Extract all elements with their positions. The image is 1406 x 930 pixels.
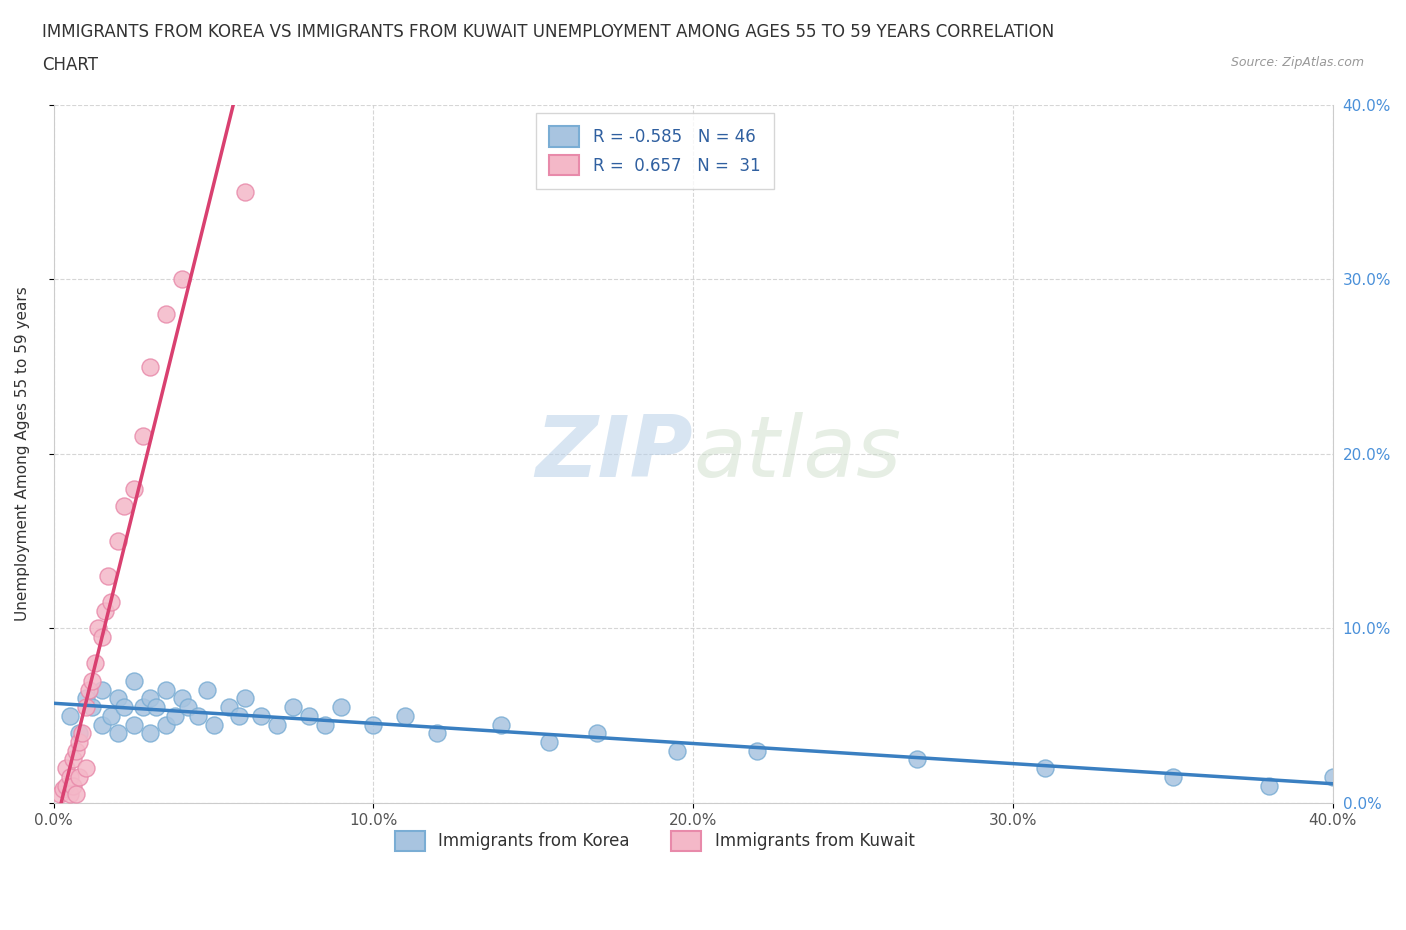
- Point: [97, 568, 120, 583]
- Text: CHART: CHART: [42, 56, 98, 73]
- Point: [59, 787, 82, 802]
- Text: ZIP: ZIP: [536, 412, 693, 496]
- Y-axis label: Unemployment Among Ages 55 to 59 years: Unemployment Among Ages 55 to 59 years: [15, 286, 30, 621]
- Point: [52, 782, 75, 797]
- Point: [67, 769, 90, 784]
- Point: [94, 604, 117, 618]
- Point: [55, 778, 77, 793]
- Point: [363, 717, 385, 732]
- Point: [538, 735, 561, 750]
- Point: [747, 743, 769, 758]
- Point: [100, 709, 122, 724]
- Point: [235, 691, 257, 706]
- Text: Source: ZipAtlas.com: Source: ZipAtlas.com: [1230, 56, 1364, 69]
- Point: [145, 699, 167, 714]
- Point: [155, 307, 177, 322]
- Point: [586, 725, 609, 740]
- Point: [138, 359, 160, 374]
- Point: [59, 709, 82, 724]
- Point: [195, 683, 218, 698]
- Point: [55, 761, 77, 776]
- Point: [62, 752, 84, 767]
- Point: [138, 725, 160, 740]
- Point: [122, 673, 145, 688]
- Point: [298, 709, 321, 724]
- Point: [132, 429, 155, 444]
- Point: [177, 699, 200, 714]
- Point: [62, 778, 84, 793]
- Point: [1322, 769, 1344, 784]
- Point: [666, 743, 689, 758]
- Text: IMMIGRANTS FROM KOREA VS IMMIGRANTS FROM KUWAIT UNEMPLOYMENT AMONG AGES 55 TO 59: IMMIGRANTS FROM KOREA VS IMMIGRANTS FROM…: [42, 23, 1054, 41]
- Point: [100, 595, 122, 610]
- Point: [107, 691, 129, 706]
- Point: [132, 699, 155, 714]
- Point: [65, 743, 87, 758]
- Point: [138, 691, 160, 706]
- Point: [330, 699, 353, 714]
- Point: [80, 673, 103, 688]
- Point: [90, 717, 112, 732]
- Point: [394, 709, 416, 724]
- Point: [218, 699, 240, 714]
- Point: [84, 656, 107, 671]
- Point: [202, 717, 225, 732]
- Point: [65, 787, 87, 802]
- Point: [1161, 769, 1184, 784]
- Point: [59, 769, 82, 784]
- Point: [112, 498, 135, 513]
- Point: [107, 534, 129, 549]
- Point: [235, 184, 257, 199]
- Point: [75, 761, 97, 776]
- Point: [80, 699, 103, 714]
- Point: [283, 699, 305, 714]
- Point: [67, 725, 90, 740]
- Point: [186, 709, 208, 724]
- Point: [75, 699, 97, 714]
- Point: [155, 717, 177, 732]
- Point: [90, 630, 112, 644]
- Point: [112, 699, 135, 714]
- Point: [107, 725, 129, 740]
- Point: [905, 752, 928, 767]
- Point: [72, 725, 94, 740]
- Point: [75, 691, 97, 706]
- Point: [87, 621, 110, 636]
- Point: [90, 683, 112, 698]
- Point: [491, 717, 513, 732]
- Point: [250, 709, 273, 724]
- Point: [122, 482, 145, 497]
- Point: [49, 787, 72, 802]
- Point: [67, 735, 90, 750]
- Text: atlas: atlas: [693, 412, 901, 496]
- Point: [426, 725, 449, 740]
- Point: [228, 709, 250, 724]
- Point: [77, 683, 100, 698]
- Point: [266, 717, 288, 732]
- Point: [1257, 778, 1279, 793]
- Point: [314, 717, 336, 732]
- Point: [1033, 761, 1056, 776]
- Point: [170, 272, 193, 286]
- Point: [155, 683, 177, 698]
- Point: [165, 709, 187, 724]
- Legend: Immigrants from Korea, Immigrants from Kuwait: Immigrants from Korea, Immigrants from K…: [388, 824, 921, 857]
- Point: [170, 691, 193, 706]
- Point: [122, 717, 145, 732]
